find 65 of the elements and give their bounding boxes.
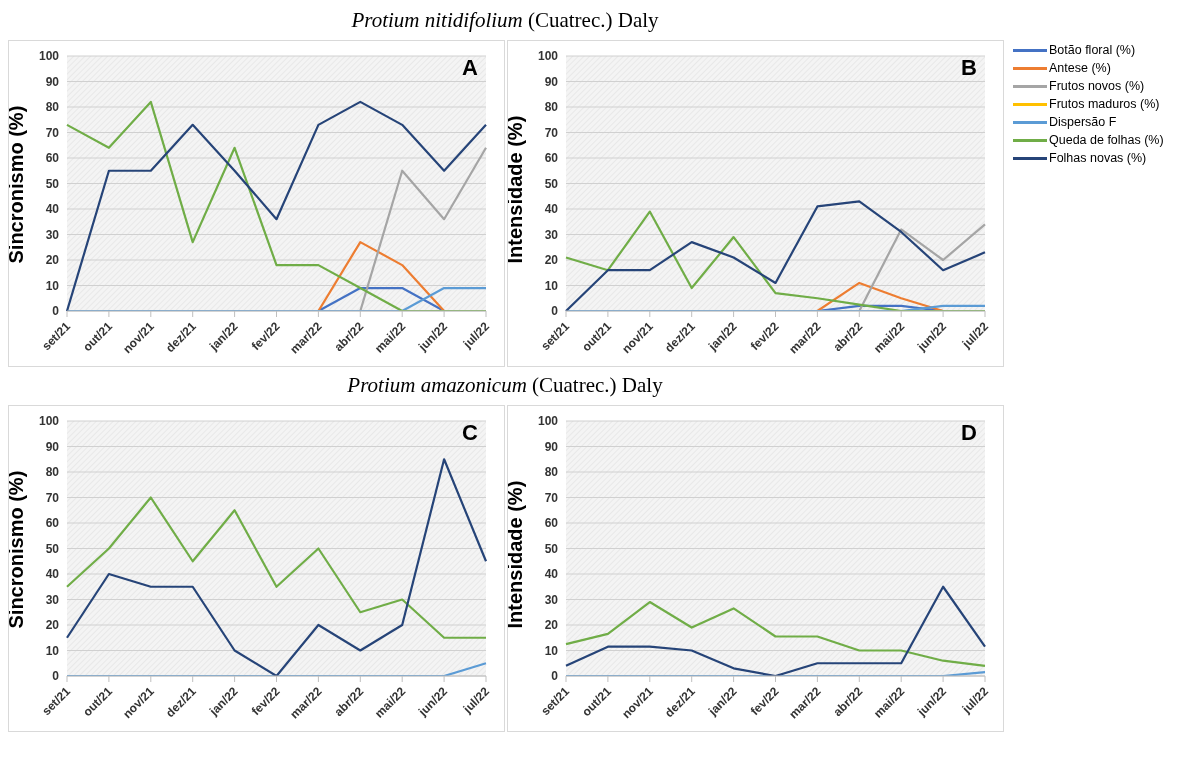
y-tick-label: 70 [544, 490, 559, 505]
y-tick-label: 100 [537, 414, 559, 429]
y-tick-label: 30 [544, 592, 559, 607]
y-tick-label: 30 [45, 592, 60, 607]
y-tick-label: 80 [544, 100, 559, 115]
y-tick-label: 60 [544, 516, 559, 531]
y-tick-label: 50 [544, 541, 559, 556]
legend-label: Frutos novos (%) [1049, 79, 1145, 93]
y-tick-label: 0 [551, 304, 559, 319]
y-tick-label: 50 [45, 176, 60, 191]
y-axis-title: Intensidade (%) [504, 115, 527, 264]
line-series [359, 146, 488, 311]
chart-title: Protium nitidifolium (Cuatrec.) Daly [350, 8, 660, 33]
y-tick-label: 50 [45, 541, 60, 556]
y-tick-label: 60 [45, 151, 60, 166]
y-tick-label: 40 [544, 202, 559, 217]
y-tick-label: 100 [537, 49, 559, 64]
y-tick-label: 90 [45, 74, 60, 89]
legend-label: Dispersão F [1049, 115, 1117, 129]
y-tick-label: 80 [45, 100, 60, 115]
y-tick-label: 80 [544, 465, 559, 480]
y-tick-label: 90 [544, 439, 559, 454]
line-series [65, 496, 488, 639]
y-tick-label: 40 [45, 202, 60, 217]
y-tick-label: 70 [45, 490, 60, 505]
y-tick-label: 100 [38, 49, 60, 64]
y-tick-label: 10 [45, 278, 60, 293]
y-tick-label: 10 [544, 278, 559, 293]
y-tick-label: 20 [544, 618, 559, 633]
y-tick-label: 60 [544, 151, 559, 166]
y-tick-label: 100 [38, 414, 60, 429]
y-tick-label: 90 [45, 439, 60, 454]
y-tick-label: 90 [544, 74, 559, 89]
y-tick-label: 0 [52, 304, 60, 319]
y-axis-title: Sincronismo (%) [5, 105, 28, 264]
y-tick-label: 70 [544, 125, 559, 140]
y-tick-label: 20 [544, 253, 559, 268]
y-tick-label: 30 [544, 227, 559, 242]
y-tick-label: 0 [52, 669, 60, 684]
annotation: B [961, 55, 977, 81]
legend-label: Frutos maduros (%) [1049, 97, 1160, 111]
y-tick-label: 30 [45, 227, 60, 242]
y-tick-label: 10 [45, 643, 60, 658]
legend-label: Botão floral (%) [1049, 43, 1136, 57]
y-tick-label: 80 [45, 465, 60, 480]
line-series [858, 223, 987, 311]
chart-title: Protium amazonicum (Cuatrec.) Daly [346, 373, 664, 398]
line-series [564, 600, 987, 667]
annotation: D [961, 420, 977, 446]
y-tick-label: 0 [551, 669, 559, 684]
y-tick-label: 10 [544, 643, 559, 658]
legend-label: Queda de folhas (%) [1049, 133, 1164, 147]
y-tick-label: 20 [45, 618, 60, 633]
y-tick-label: 50 [544, 176, 559, 191]
y-tick-label: 60 [45, 516, 60, 531]
y-tick-label: 20 [45, 253, 60, 268]
annotation: A [462, 55, 478, 81]
y-tick-label: 70 [45, 125, 60, 140]
legend-label: Folhas novas (%) [1049, 151, 1147, 165]
y-tick-label: 40 [544, 567, 559, 582]
y-tick-label: 40 [45, 567, 60, 582]
y-axis-title: Intensidade (%) [504, 480, 527, 629]
legend-label: Antese (%) [1049, 61, 1111, 75]
y-axis-title: Sincronismo (%) [5, 470, 28, 629]
annotation: C [462, 420, 478, 446]
